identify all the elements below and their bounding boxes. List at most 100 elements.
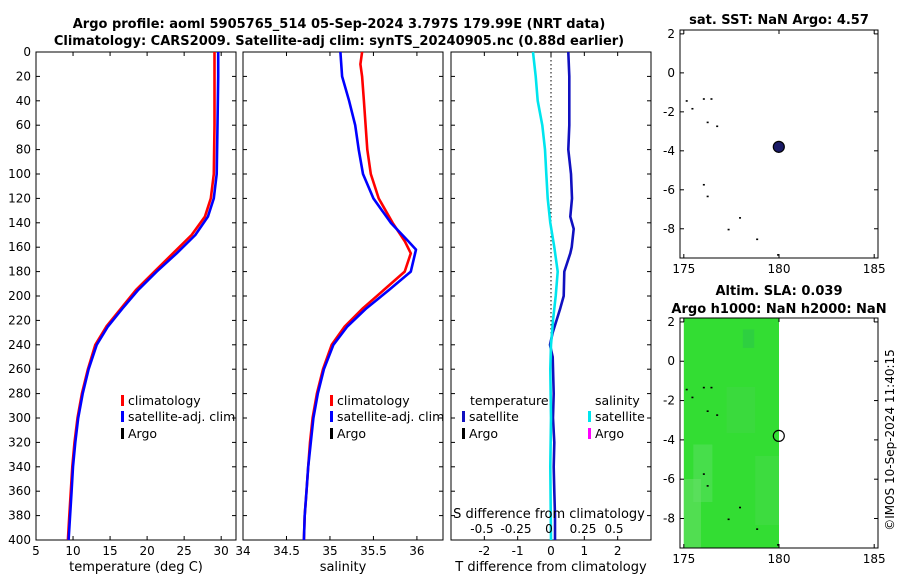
island-mark bbox=[702, 386, 705, 389]
legend-s-satellite-label: satellite bbox=[595, 409, 645, 424]
legend-salinity-heading: salinity bbox=[595, 393, 640, 408]
map-ytick-label: -6 bbox=[663, 183, 675, 197]
island-mark bbox=[716, 125, 719, 128]
legend-argo-swatch bbox=[121, 428, 124, 439]
island-mark bbox=[702, 98, 705, 100]
map-ytick-label: 2 bbox=[667, 27, 675, 41]
island-mark bbox=[756, 528, 759, 530]
sla-field-patch bbox=[755, 456, 779, 525]
depth-tick-label: 380 bbox=[8, 509, 31, 523]
island-mark bbox=[716, 414, 719, 416]
diff-xlabel: T difference from climatology bbox=[454, 560, 647, 575]
island-mark bbox=[685, 100, 688, 102]
map-ytick-label: -4 bbox=[663, 144, 675, 158]
map-ytick-label: -4 bbox=[663, 433, 675, 447]
map-xtick-label: 180 bbox=[768, 262, 791, 276]
depth-tick-label: 360 bbox=[8, 484, 31, 498]
island-mark bbox=[739, 217, 742, 219]
sal-axes-frame bbox=[242, 51, 444, 541]
temp-xtick-label: 15 bbox=[102, 544, 117, 558]
sst-map-panel: 175 180 185 2 0 -2 -4 -6 -8 sat. SST: NaN Argo: 4… bbox=[663, 13, 886, 276]
sla-field-patch bbox=[742, 329, 755, 348]
depth-tick-label: 280 bbox=[8, 387, 31, 401]
temp-xtick-label: 20 bbox=[139, 544, 154, 558]
depth-tick-label: 260 bbox=[8, 362, 31, 376]
island-mark bbox=[706, 195, 709, 198]
sal-xtick-label: 35.5 bbox=[360, 544, 387, 558]
legend-temperature-heading: temperature bbox=[470, 393, 549, 408]
s-difference-tick: 0.25 bbox=[570, 522, 597, 536]
island-mark bbox=[691, 107, 694, 110]
island-mark bbox=[777, 254, 780, 256]
temp-xtick-label: 25 bbox=[177, 544, 192, 558]
depth-tick-label: 60 bbox=[16, 118, 31, 132]
legend-argo-swatch bbox=[330, 428, 333, 439]
legend-climatology-swatch bbox=[330, 395, 333, 406]
altimetry-map-panel: 175 180 185 2 0 -2 -4 -6 -8 Altim. SLA: 0.039 Argo… bbox=[663, 284, 887, 566]
depth-tick-label: 80 bbox=[16, 143, 31, 157]
sal-xtick-label: 35 bbox=[322, 544, 337, 558]
temp-series-line-satellite_adj_clim bbox=[67, 52, 220, 541]
depth-tick-label: 400 bbox=[8, 533, 31, 547]
depth-tick-label: 40 bbox=[16, 94, 31, 108]
depth-tick-label: 200 bbox=[8, 289, 31, 303]
island-mark bbox=[739, 506, 742, 509]
salinity-panel: 34 34.5 35 35.5 36 salinity climatologysatelli… bbox=[235, 51, 444, 575]
difference-panel: -2 -1 0 1 2 T difference from climatology temp… bbox=[450, 51, 652, 575]
map-ytick-label: 0 bbox=[667, 66, 675, 80]
diff-xtick-label: 2 bbox=[614, 544, 622, 558]
legend-argo-label: Argo bbox=[128, 426, 157, 441]
map-ytick-label: -8 bbox=[663, 512, 675, 526]
map-ytick-label: -6 bbox=[663, 472, 675, 486]
s-difference-tick: -0.25 bbox=[500, 522, 531, 536]
map-ytick-label: 2 bbox=[667, 315, 675, 329]
diff-series-line-s_difference bbox=[531, 51, 560, 541]
legend-satellite-adj-clim-label: satellite-adj. clim bbox=[128, 409, 235, 424]
legend-satellite-adj-clim-swatch bbox=[330, 411, 333, 422]
island-mark bbox=[756, 238, 759, 241]
legend-s-argo-label: Argo bbox=[595, 426, 624, 441]
diff-series-line-t_difference bbox=[548, 51, 576, 540]
legend-s-satellite-swatch bbox=[588, 411, 591, 422]
island-mark bbox=[706, 121, 709, 124]
imos-watermark: ©IMOS 10-Sep-2024 11:40:15 bbox=[883, 349, 897, 531]
legend-climatology-label: climatology bbox=[337, 393, 410, 408]
altimetry-map-title-line1: Altim. SLA: 0.039 bbox=[716, 284, 843, 299]
island-mark bbox=[777, 544, 780, 546]
island-mark bbox=[710, 98, 713, 100]
temp-xlabel: temperature (deg C) bbox=[69, 560, 203, 575]
legend-s-argo-swatch bbox=[588, 428, 591, 439]
argo-position-marker bbox=[772, 140, 785, 153]
island-mark bbox=[727, 228, 730, 231]
depth-tick-label: 160 bbox=[8, 240, 31, 254]
depth-tick-label: 20 bbox=[16, 69, 31, 83]
temp-xtick-label: 5 bbox=[32, 544, 40, 558]
legend-t-satellite-swatch bbox=[462, 411, 465, 422]
island-mark bbox=[706, 410, 709, 412]
island-mark bbox=[702, 183, 705, 186]
sal-xtick-label: 36 bbox=[409, 544, 424, 558]
sla-field-patch bbox=[683, 479, 701, 548]
depth-tick-label: 220 bbox=[8, 313, 31, 327]
map-xtick-label: 185 bbox=[863, 262, 886, 276]
depth-tick-label: 140 bbox=[8, 216, 31, 230]
temp-xtick-label: 10 bbox=[65, 544, 80, 558]
diff-xtick-label: -2 bbox=[478, 544, 490, 558]
sla-field-patch bbox=[726, 387, 756, 433]
depth-tick-label: 320 bbox=[8, 435, 31, 449]
island-mark bbox=[702, 473, 705, 475]
legend-argo-label: Argo bbox=[337, 426, 366, 441]
map-ytick-label: -8 bbox=[663, 222, 675, 236]
temp-axes-frame bbox=[35, 51, 237, 541]
legend-t-argo-label: Argo bbox=[469, 426, 498, 441]
temp-xtick-label: 30 bbox=[214, 544, 229, 558]
island-mark bbox=[685, 388, 688, 391]
island-mark bbox=[691, 396, 694, 399]
legend-t-argo-swatch bbox=[462, 428, 465, 439]
map-ytick-label: -2 bbox=[663, 105, 675, 119]
argo-position-marker bbox=[772, 429, 785, 442]
s-difference-tick: -0.5 bbox=[470, 522, 493, 536]
diff-xtick-label: 1 bbox=[581, 544, 589, 558]
legend-satellite-adj-clim-label: satellite-adj. clim bbox=[337, 409, 444, 424]
sal-xtick-label: 34.5 bbox=[273, 544, 300, 558]
